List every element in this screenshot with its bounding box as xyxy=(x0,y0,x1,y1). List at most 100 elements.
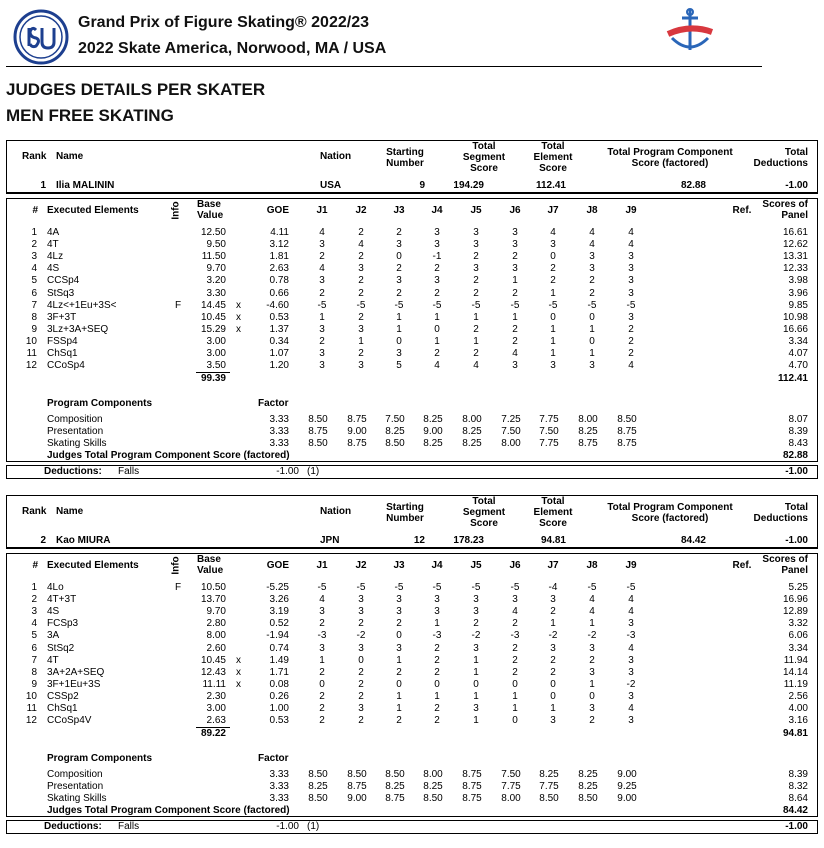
element-code: CSSp2 xyxy=(47,690,79,702)
goe: 4.11 xyxy=(270,227,289,238)
goe: -5.25 xyxy=(266,582,289,593)
starting-number-label: Starting Number xyxy=(386,147,424,169)
judge-goe: -5 xyxy=(587,299,597,311)
judge-goe: 1 xyxy=(473,654,479,666)
no-label: # xyxy=(32,560,38,571)
judge-goe: 3 xyxy=(434,594,440,606)
element-score: 4.00 xyxy=(788,703,808,714)
deduction-type: Falls xyxy=(118,821,140,832)
component-mark: 9.00 xyxy=(347,426,367,437)
component-mark: 8.25 xyxy=(423,438,443,449)
component-mark: 9.25 xyxy=(617,781,637,792)
element-code: 4T+3T xyxy=(47,594,77,606)
component-score: 8.32 xyxy=(788,781,808,792)
base-value-label: Base Value xyxy=(197,554,224,576)
component-mark: 8.75 xyxy=(617,438,637,449)
component-mark: 8.25 xyxy=(423,781,443,792)
judge-goe: 3 xyxy=(319,275,325,287)
judge-goe: 1 xyxy=(319,654,325,666)
element-no: 7 xyxy=(31,299,37,311)
component-mark: 8.00 xyxy=(501,438,521,449)
judge-goe: 2 xyxy=(358,227,364,238)
judge-goe: 2 xyxy=(512,666,518,678)
judge-goe: -3 xyxy=(510,630,520,642)
component-mark: 7.50 xyxy=(501,426,521,437)
total-deductions: -1.00 xyxy=(785,535,808,546)
judge-goe: 4 xyxy=(319,227,325,238)
component-mark: 7.75 xyxy=(539,438,559,449)
component-mark: 9.00 xyxy=(423,426,443,437)
element-score: 16.66 xyxy=(782,323,808,335)
judge-goe: 3 xyxy=(396,275,402,287)
judge-goe: 2 xyxy=(434,715,440,727)
bonus-flag: x xyxy=(236,299,241,311)
judge-label: J5 xyxy=(470,205,482,216)
judge-goe: 3 xyxy=(319,239,325,251)
total-element-score: 112.41 xyxy=(535,180,566,191)
bonus-flag: x xyxy=(236,666,241,678)
judge-goe: 2 xyxy=(434,666,440,678)
judge-goe: 0 xyxy=(550,678,556,690)
component-name: Skating Skills xyxy=(47,438,107,449)
judge-goe: 4 xyxy=(589,239,595,251)
rank-label: Rank xyxy=(22,151,47,162)
judge-goe: 1 xyxy=(550,703,556,714)
judge-goe: 2 xyxy=(512,335,518,347)
element-code: ChSq1 xyxy=(47,348,78,359)
judge-goe: 4 xyxy=(434,360,440,372)
judge-goe: 2 xyxy=(396,227,402,238)
element-score: 6.06 xyxy=(788,630,808,642)
skater-name: Ilia MALININ xyxy=(56,180,115,191)
component-mark: 8.50 xyxy=(385,438,405,449)
judge-goe: 3 xyxy=(434,606,440,618)
goe-label: GOE xyxy=(266,560,289,571)
nation-label: Nation xyxy=(320,506,352,517)
judge-goe: 2 xyxy=(512,654,518,666)
component-mark: 8.75 xyxy=(308,426,328,437)
component-mark: 8.25 xyxy=(462,426,482,437)
judge-goe: 2 xyxy=(319,715,325,727)
skate-america-logo xyxy=(666,8,714,50)
component-mark: 8.25 xyxy=(308,781,328,792)
judge-goe: 3 xyxy=(589,360,595,372)
judge-goe: 1 xyxy=(473,311,479,323)
component-mark: 8.00 xyxy=(462,414,482,425)
title: Grand Prix of Figure Skating® 2022/23 xyxy=(78,14,369,31)
goe: 1.20 xyxy=(269,360,289,372)
isu-logo xyxy=(13,9,69,65)
judge-goe: 2 xyxy=(396,618,402,630)
judge-goe: 1 xyxy=(512,703,518,714)
base-value: 2.63 xyxy=(206,715,226,727)
judge-label: J8 xyxy=(586,205,598,216)
judge-goe: 3 xyxy=(396,594,402,606)
judge-goe: -5 xyxy=(626,299,636,311)
judge-goe: 1 xyxy=(473,666,479,678)
judge-goe: -5 xyxy=(432,582,442,593)
judge-goe: 0 xyxy=(473,678,479,690)
judge-goe: 2 xyxy=(589,287,595,299)
judge-goe: 1 xyxy=(396,690,402,702)
pcs-total: 84.42 xyxy=(782,805,808,816)
component-mark: 8.25 xyxy=(578,781,598,792)
goe: 0.66 xyxy=(269,287,289,299)
factor-label: Factor xyxy=(258,398,289,409)
td-label: Total Deductions xyxy=(753,502,808,524)
component-mark: 8.75 xyxy=(462,793,482,804)
judge-goe: 3 xyxy=(396,606,402,618)
judge-goe: -5 xyxy=(394,299,404,311)
base-value: 3.50 xyxy=(206,360,226,372)
judge-goe: 3 xyxy=(628,690,634,702)
component-factor: 3.33 xyxy=(269,426,289,437)
judge-goe: 2 xyxy=(319,703,325,714)
judge-goe: -3 xyxy=(432,630,442,642)
judge-goe: 4 xyxy=(628,594,634,606)
deductions-total: -1.00 xyxy=(785,821,808,832)
judge-goe: -2 xyxy=(587,630,597,642)
elements-label: Executed Elements xyxy=(47,205,139,216)
judge-goe: -5 xyxy=(317,299,327,311)
judge-goe: 3 xyxy=(473,239,479,251)
element-score: 13.31 xyxy=(782,251,808,263)
judge-goe: 3 xyxy=(628,275,634,287)
deduction-count: (1) xyxy=(307,466,320,477)
component-mark: 8.00 xyxy=(423,769,443,780)
